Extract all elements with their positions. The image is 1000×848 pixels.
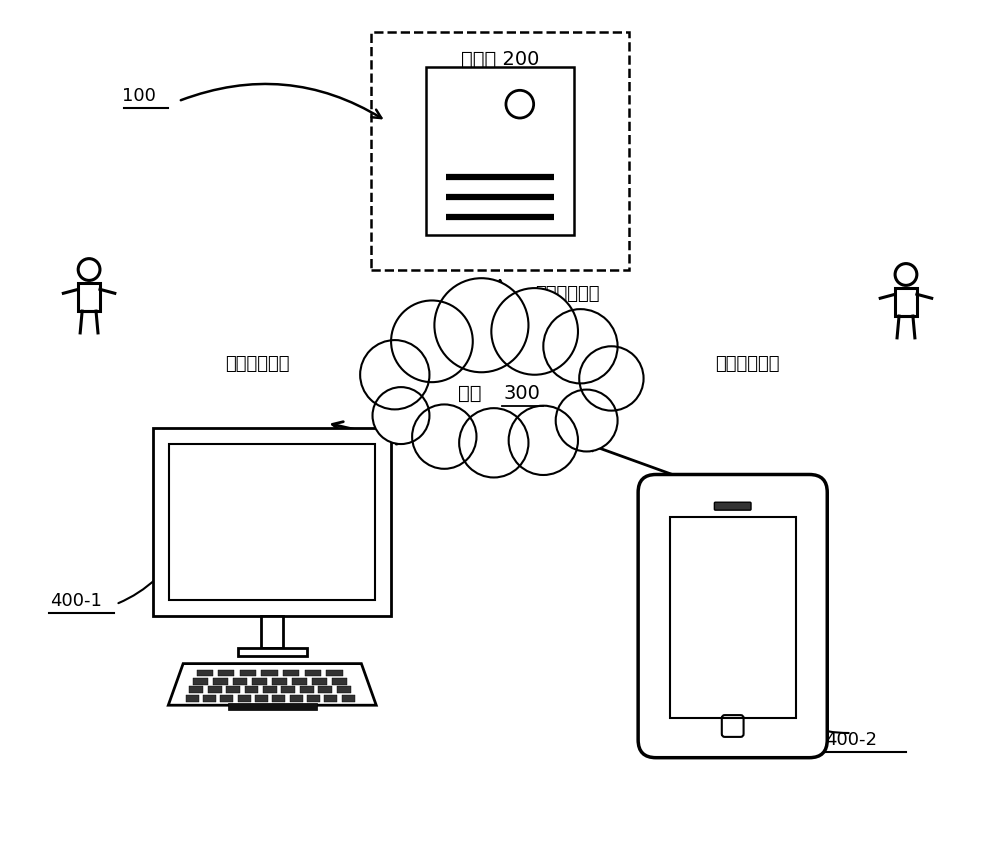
FancyBboxPatch shape	[193, 678, 208, 685]
Text: 虚拟场景数据: 虚拟场景数据	[535, 285, 599, 304]
Circle shape	[373, 388, 429, 444]
FancyBboxPatch shape	[326, 670, 343, 677]
FancyBboxPatch shape	[252, 678, 267, 685]
Text: 400-1: 400-1	[50, 592, 102, 611]
Text: 虚拟场景数据: 虚拟场景数据	[225, 354, 290, 372]
Text: 虚拟场景数据: 虚拟场景数据	[715, 354, 780, 372]
FancyBboxPatch shape	[272, 695, 285, 702]
FancyBboxPatch shape	[307, 695, 320, 702]
Text: 300: 300	[503, 384, 540, 403]
Circle shape	[556, 389, 618, 451]
Circle shape	[412, 404, 476, 469]
FancyBboxPatch shape	[292, 678, 307, 685]
FancyBboxPatch shape	[208, 686, 222, 694]
FancyBboxPatch shape	[189, 686, 203, 694]
Circle shape	[491, 288, 578, 375]
FancyBboxPatch shape	[290, 695, 303, 702]
FancyBboxPatch shape	[895, 288, 917, 316]
FancyBboxPatch shape	[272, 678, 287, 685]
FancyBboxPatch shape	[283, 670, 299, 677]
FancyBboxPatch shape	[203, 695, 216, 702]
FancyBboxPatch shape	[263, 686, 277, 694]
FancyBboxPatch shape	[337, 686, 351, 694]
Circle shape	[509, 405, 578, 475]
Text: 100: 100	[122, 87, 156, 105]
FancyBboxPatch shape	[186, 695, 199, 702]
FancyBboxPatch shape	[169, 444, 375, 600]
FancyBboxPatch shape	[714, 502, 751, 510]
Circle shape	[391, 300, 473, 382]
FancyBboxPatch shape	[78, 283, 100, 311]
FancyBboxPatch shape	[228, 703, 317, 710]
FancyBboxPatch shape	[638, 475, 827, 758]
FancyBboxPatch shape	[670, 517, 796, 718]
FancyBboxPatch shape	[305, 670, 321, 677]
FancyBboxPatch shape	[153, 428, 391, 616]
FancyBboxPatch shape	[213, 678, 228, 685]
Circle shape	[579, 346, 644, 410]
Circle shape	[543, 310, 618, 383]
FancyBboxPatch shape	[220, 695, 233, 702]
FancyBboxPatch shape	[332, 678, 347, 685]
FancyBboxPatch shape	[261, 616, 283, 648]
Text: 网络: 网络	[458, 384, 488, 403]
Text: 服务器 200: 服务器 200	[461, 50, 539, 70]
FancyBboxPatch shape	[238, 695, 251, 702]
FancyBboxPatch shape	[281, 686, 295, 694]
FancyBboxPatch shape	[226, 686, 240, 694]
FancyBboxPatch shape	[261, 670, 278, 677]
Polygon shape	[168, 664, 376, 706]
FancyBboxPatch shape	[426, 66, 574, 235]
FancyBboxPatch shape	[318, 686, 332, 694]
Circle shape	[459, 408, 528, 477]
Text: 400-2: 400-2	[826, 731, 878, 749]
FancyBboxPatch shape	[238, 648, 307, 656]
FancyBboxPatch shape	[197, 670, 213, 677]
FancyBboxPatch shape	[300, 686, 314, 694]
FancyBboxPatch shape	[342, 695, 355, 702]
FancyBboxPatch shape	[218, 670, 234, 677]
FancyBboxPatch shape	[255, 695, 268, 702]
FancyBboxPatch shape	[233, 678, 247, 685]
Circle shape	[360, 340, 429, 410]
FancyBboxPatch shape	[312, 678, 327, 685]
Ellipse shape	[401, 343, 599, 431]
Circle shape	[434, 278, 528, 372]
FancyBboxPatch shape	[245, 686, 258, 694]
FancyBboxPatch shape	[324, 695, 337, 702]
FancyBboxPatch shape	[240, 670, 256, 677]
